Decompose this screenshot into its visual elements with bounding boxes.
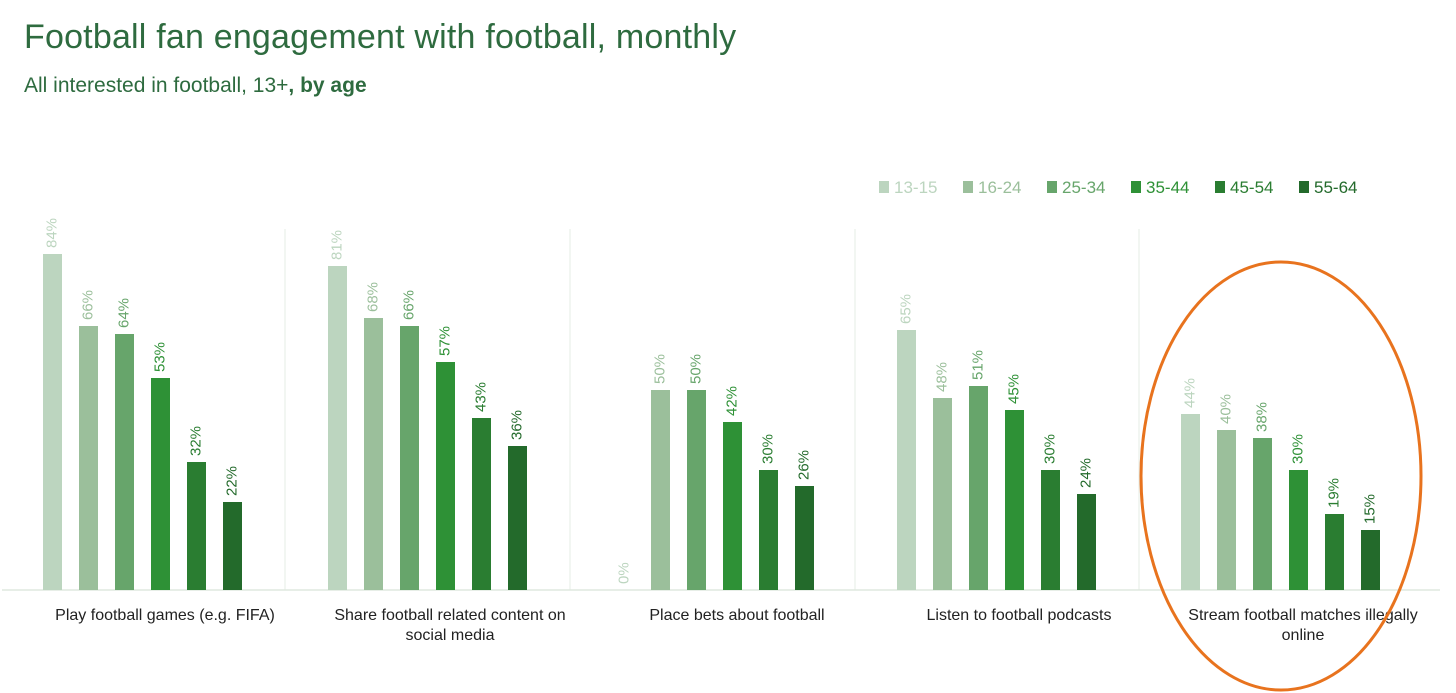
- legend-swatch-55-64: [1299, 181, 1309, 193]
- value-label: 81%: [328, 230, 345, 260]
- bar-13-15-cat4: [897, 330, 916, 590]
- subtitle-bold: , by age: [288, 74, 367, 97]
- legend-swatch-35-44: [1131, 181, 1141, 193]
- value-label: 19%: [1325, 478, 1342, 508]
- bar-35-44-cat1: [151, 378, 170, 590]
- bar-25-34-cat4: [969, 386, 988, 590]
- bar-16-24-cat1: [79, 326, 98, 590]
- bar-45-54-cat5: [1325, 514, 1344, 590]
- bar-25-34-cat5: [1253, 438, 1272, 590]
- bar-16-24-cat3: [651, 390, 670, 590]
- value-label: 43%: [472, 382, 489, 412]
- value-label: 50%: [651, 354, 668, 384]
- value-label: 30%: [759, 434, 776, 464]
- bar-16-24-cat5: [1217, 430, 1236, 590]
- bar-25-34-cat2: [400, 326, 419, 590]
- bar-16-24-cat4: [933, 398, 952, 590]
- category-label: social media: [406, 627, 495, 644]
- value-label: 30%: [1041, 434, 1058, 464]
- value-label: 44%: [1181, 378, 1198, 408]
- category-label: Place bets about football: [649, 607, 824, 624]
- value-label: 30%: [1289, 434, 1306, 464]
- bar-55-64-cat3: [795, 486, 814, 590]
- category-label: Stream football matches illegally: [1188, 607, 1417, 624]
- bar-25-34-cat3: [687, 390, 706, 590]
- value-label: 32%: [187, 426, 204, 456]
- value-label: 24%: [1077, 458, 1094, 488]
- value-label: 42%: [723, 386, 740, 416]
- value-label: 51%: [969, 350, 986, 380]
- value-label: 66%: [79, 290, 96, 320]
- legend-label-45-54: 45-54: [1230, 178, 1273, 197]
- value-label: 57%: [436, 326, 453, 356]
- chart-subtitle: All interested in football, 13+, by age: [24, 74, 367, 98]
- subtitle-plain: All interested in football, 13+: [24, 74, 289, 97]
- bar-45-54-cat3: [759, 470, 778, 590]
- bar-35-44-cat2: [436, 362, 455, 590]
- chart-title: Football fan engagement with football, m…: [24, 18, 737, 56]
- bar-45-54-cat2: [472, 418, 491, 590]
- category-label: Listen to football podcasts: [926, 607, 1111, 624]
- bar-13-15-cat2: [328, 266, 347, 590]
- category-label: Share football related content on: [334, 607, 565, 624]
- value-label: 38%: [1253, 402, 1270, 432]
- value-label: 22%: [223, 466, 240, 496]
- bar-35-44-cat5: [1289, 470, 1308, 590]
- value-label: 48%: [933, 362, 950, 392]
- bar-13-15-cat5: [1181, 414, 1200, 590]
- legend-swatch-25-34: [1047, 181, 1057, 193]
- bar-35-44-cat4: [1005, 410, 1024, 590]
- legend-label-16-24: 16-24: [978, 178, 1021, 197]
- bar-25-34-cat1: [115, 334, 134, 590]
- value-label: 0%: [615, 562, 632, 584]
- bar-55-64-cat5: [1361, 530, 1380, 590]
- legend-swatch-16-24: [963, 181, 973, 193]
- legend-swatch-45-54: [1215, 181, 1225, 193]
- value-label: 68%: [364, 282, 381, 312]
- highlight-ellipse: [1139, 260, 1423, 692]
- value-label: 45%: [1005, 374, 1022, 404]
- category-label: online: [1282, 627, 1325, 644]
- bar-55-64-cat1: [223, 502, 242, 590]
- bar-13-15-cat1: [43, 254, 62, 590]
- value-label: 53%: [151, 342, 168, 372]
- legend-label-55-64: 55-64: [1314, 178, 1357, 197]
- bar-16-24-cat2: [364, 318, 383, 590]
- value-label: 84%: [43, 218, 60, 248]
- category-label: Play football games (e.g. FIFA): [55, 607, 275, 624]
- bar-55-64-cat2: [508, 446, 527, 590]
- legend-swatch-13-15: [879, 181, 889, 193]
- legend-label-13-15: 13-15: [894, 178, 937, 197]
- legend-label-25-34: 25-34: [1062, 178, 1105, 197]
- bar-35-44-cat3: [723, 422, 742, 590]
- legend-label-35-44: 35-44: [1146, 178, 1189, 197]
- value-label: 64%: [115, 298, 132, 328]
- bar-45-54-cat4: [1041, 470, 1060, 590]
- value-label: 66%: [400, 290, 417, 320]
- value-label: 26%: [795, 450, 812, 480]
- value-label: 50%: [687, 354, 704, 384]
- bar-45-54-cat1: [187, 462, 206, 590]
- bar-55-64-cat4: [1077, 494, 1096, 590]
- value-label: 15%: [1361, 494, 1378, 524]
- value-label: 65%: [897, 294, 914, 324]
- value-label: 40%: [1217, 394, 1234, 424]
- value-label: 36%: [508, 410, 525, 440]
